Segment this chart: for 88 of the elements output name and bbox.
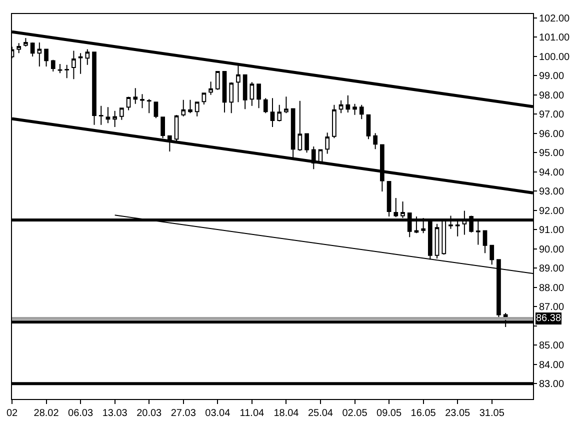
x-tick-label: 20.03: [136, 408, 162, 419]
ref-line-label: 86.38: [536, 313, 562, 324]
candlestick: [72, 50, 76, 80]
candlestick: [332, 104, 336, 139]
candlestick: [167, 135, 172, 152]
candlestick: [380, 144, 384, 192]
candlestick: [106, 106, 110, 124]
y-tick-label: 93.00: [539, 186, 564, 198]
candlestick: [126, 96, 131, 111]
candlestick: [181, 99, 186, 117]
y-tick-label: 89.00: [539, 264, 564, 275]
candlestick: [154, 102, 158, 119]
y-tick-label: 88.00: [539, 282, 564, 294]
candlestick: [338, 100, 344, 114]
y-tick-label: 94.00: [539, 167, 564, 178]
y-tick-label: 92.00: [539, 206, 564, 217]
candlestick: [92, 52, 96, 126]
y-tick-label: 85.00: [539, 340, 564, 352]
candlestick: [120, 108, 124, 120]
candlestick: [490, 244, 494, 266]
candlestick: [222, 71, 227, 114]
candlestick: [24, 38, 28, 48]
candlestick: [37, 42, 42, 68]
candlestick: [229, 82, 234, 114]
candlestick: [242, 74, 248, 110]
x-tick-label: 23.05: [445, 408, 471, 419]
candlestick: [277, 104, 282, 122]
candlestick: [215, 71, 220, 90]
candlestick: [98, 105, 104, 126]
candlestick: [482, 230, 488, 254]
y-tick-label: 102.00: [539, 13, 570, 24]
candlestick: [352, 103, 357, 116]
y-tick-label: 90.00: [539, 244, 564, 256]
candlestick: [373, 132, 378, 150]
candlestick: [434, 223, 440, 259]
candlestick: [78, 52, 83, 74]
y-tick-label: 95.00: [539, 148, 564, 160]
y-tick-label: 100.00: [539, 52, 570, 63]
candlestick: [386, 180, 392, 218]
candlestick: [194, 101, 200, 117]
y-tick-label: 99.00: [539, 71, 564, 82]
candlestick: [304, 133, 309, 154]
candlestick: [202, 92, 206, 105]
candlestick: [146, 98, 152, 114]
x-tick-label: 02.05: [342, 408, 368, 419]
candlestick: [30, 42, 35, 58]
x-tick-label: 31.05: [479, 408, 505, 419]
candlestick: [284, 96, 288, 114]
x-tick-label: 11.04: [240, 408, 264, 419]
candlestick: [58, 64, 62, 74]
candlestick: [133, 88, 138, 104]
candlestick: [298, 100, 302, 152]
x-tick-label: 13.03: [102, 408, 128, 419]
y-tick-label: 83.00: [539, 379, 564, 390]
y-tick-label: 98.00: [539, 90, 564, 102]
y-tick-label: 84.00: [539, 360, 564, 371]
y-tick-label: 96.00: [539, 128, 564, 140]
x-tick-label: 27.03: [170, 408, 196, 419]
candlestick: [44, 48, 48, 68]
candlestick: [325, 132, 330, 154]
candlestick: [112, 110, 118, 128]
x-tick-label: 06.03: [68, 408, 94, 419]
candlestick: [208, 81, 213, 96]
candlestick: [188, 99, 192, 114]
candlestick: [50, 59, 56, 72]
candlestick: [359, 104, 364, 120]
candlestick: [16, 42, 22, 54]
y-tick-label: 97.00: [539, 110, 564, 121]
x-tick-label: 16.05: [410, 408, 436, 419]
x-tick-label: 02: [6, 408, 18, 419]
x-tick-label: 28.02: [34, 408, 60, 419]
candlestick: [263, 98, 268, 114]
x-tick-label: 25.04: [308, 408, 334, 419]
candlestick: [366, 114, 371, 140]
x-tick-label: 03.04: [205, 408, 231, 419]
y-tick-label: 87.00: [539, 302, 564, 314]
candlestick: [256, 84, 261, 109]
y-tick-label: 101.00: [539, 32, 570, 44]
candlestick: [236, 64, 240, 103]
candlestick: [270, 98, 275, 128]
candlestick: [85, 48, 90, 66]
candlestick: [64, 64, 70, 79]
candlestick: [250, 82, 254, 106]
y-tick-label: 91.00: [539, 225, 564, 236]
candlestick: [140, 94, 144, 109]
x-tick-label: 18.04: [274, 408, 300, 419]
x-tick-label: 09.05: [376, 408, 402, 419]
candlestick: [346, 94, 350, 114]
